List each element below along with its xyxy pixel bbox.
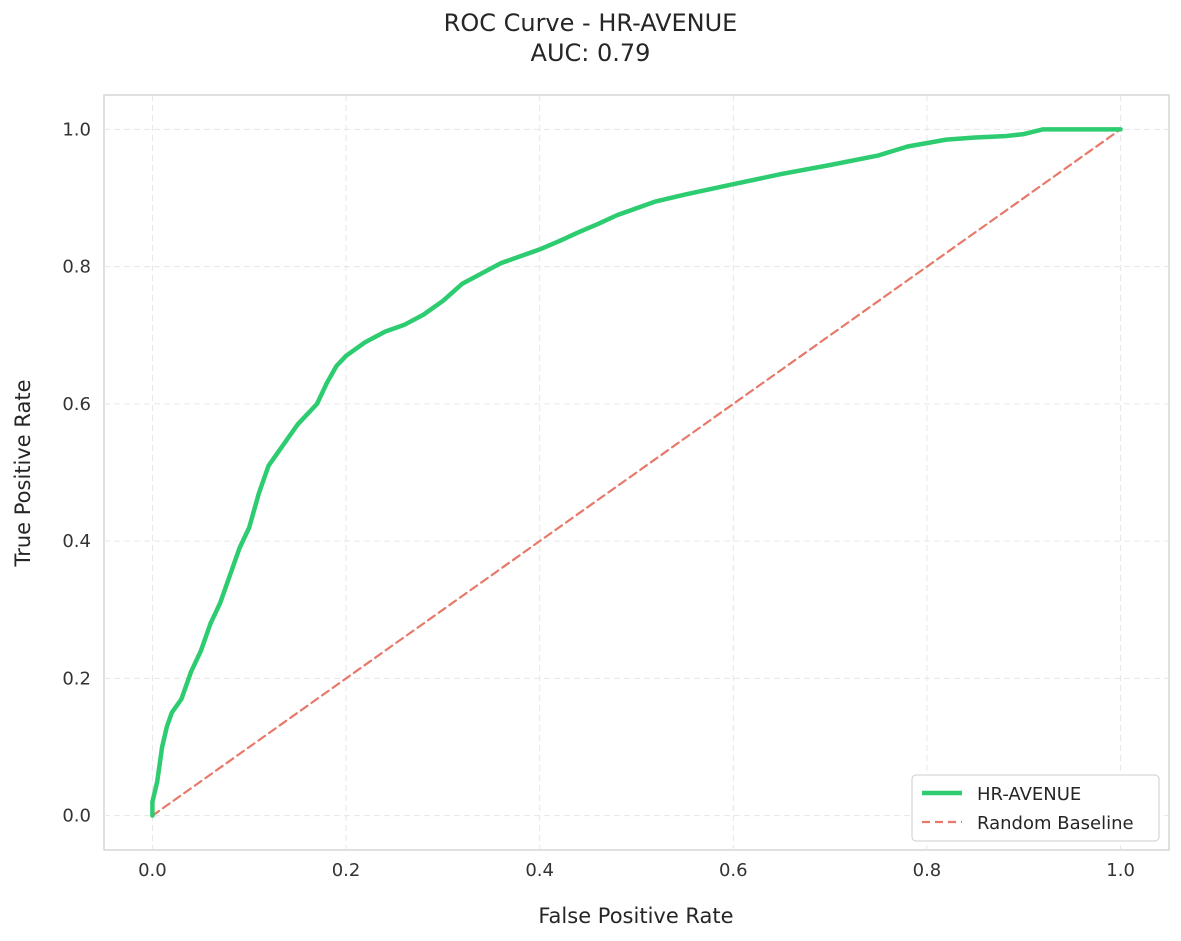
y-tick-label: 1.0 bbox=[62, 119, 91, 140]
legend-label-random-baseline: Random Baseline bbox=[977, 813, 1134, 834]
y-tick-label: 0.2 bbox=[62, 668, 91, 689]
random-baseline-line bbox=[151, 128, 1122, 817]
legend: HR-AVENUE Random Baseline bbox=[911, 774, 1160, 842]
x-tick-label: 1.0 bbox=[1106, 860, 1135, 881]
x-tick-label: 0.4 bbox=[525, 860, 554, 881]
y-tick-label: 0.6 bbox=[62, 394, 91, 415]
y-axis-label: True Positive Rate bbox=[11, 379, 35, 567]
x-tick-label: 0.8 bbox=[913, 860, 942, 881]
y-tick-label: 0.8 bbox=[62, 257, 91, 278]
legend-box bbox=[911, 774, 1160, 842]
y-tick-label: 0.0 bbox=[62, 806, 91, 827]
chart-title: ROC Curve - HR-AVENUE bbox=[443, 9, 738, 37]
y-tick-label: 0.4 bbox=[62, 531, 91, 552]
x-tick-label: 0.2 bbox=[332, 860, 361, 881]
chart-subtitle: AUC: 0.79 bbox=[530, 39, 651, 67]
x-tick-label: 0.6 bbox=[719, 860, 748, 881]
x-tick-label: 0.0 bbox=[138, 860, 167, 881]
series bbox=[150, 127, 1123, 818]
x-axis-label: False Positive Rate bbox=[538, 904, 733, 928]
grid bbox=[104, 95, 1169, 850]
legend-label-hr-avenue: HR-AVENUE bbox=[977, 784, 1081, 805]
ticks: 0.0 0.2 0.4 0.6 0.8 1.0 0.0 0.2 0.4 0.6 0.8 1.0 bbox=[62, 119, 1135, 881]
roc-curve-line bbox=[150, 127, 1123, 818]
